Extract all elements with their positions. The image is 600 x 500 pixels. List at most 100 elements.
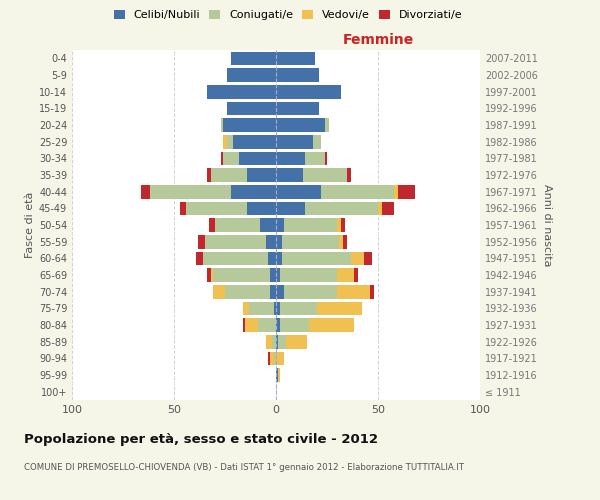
Bar: [284, 218, 337, 232]
Bar: [244, 302, 250, 315]
Bar: [276, 252, 282, 265]
Bar: [274, 352, 276, 365]
Bar: [276, 268, 280, 282]
Bar: [213, 285, 225, 298]
Bar: [209, 218, 215, 232]
Bar: [280, 302, 317, 315]
Bar: [347, 168, 352, 182]
Bar: [278, 335, 286, 348]
Bar: [223, 135, 227, 148]
Bar: [317, 302, 362, 315]
Bar: [247, 202, 276, 215]
Bar: [268, 252, 276, 265]
Bar: [257, 318, 276, 332]
Bar: [206, 85, 276, 98]
Legend: Celibi/Nubili, Coniugati/e, Vedovi/e, Divorziati/e: Celibi/Nubili, Coniugati/e, Vedovi/e, Di…: [109, 6, 467, 25]
Bar: [233, 135, 276, 148]
Y-axis label: Fasce di età: Fasce di età: [25, 192, 35, 258]
Bar: [213, 268, 270, 282]
Bar: [276, 235, 282, 248]
Bar: [211, 268, 213, 282]
Bar: [211, 168, 247, 182]
Bar: [278, 368, 280, 382]
Bar: [378, 202, 382, 215]
Bar: [341, 218, 346, 232]
Bar: [305, 152, 325, 165]
Bar: [276, 152, 305, 165]
Bar: [337, 218, 341, 232]
Bar: [276, 335, 278, 348]
Bar: [394, 185, 398, 198]
Bar: [382, 202, 394, 215]
Bar: [266, 335, 272, 348]
Text: Femmine: Femmine: [343, 32, 413, 46]
Bar: [276, 168, 302, 182]
Bar: [227, 102, 276, 115]
Bar: [286, 335, 307, 348]
Bar: [276, 118, 325, 132]
Bar: [280, 318, 308, 332]
Bar: [227, 68, 276, 82]
Bar: [276, 135, 313, 148]
Bar: [276, 68, 319, 82]
Bar: [199, 235, 205, 248]
Bar: [276, 285, 284, 298]
Bar: [276, 102, 319, 115]
Bar: [186, 202, 247, 215]
Bar: [205, 235, 266, 248]
Bar: [244, 318, 245, 332]
Bar: [196, 252, 203, 265]
Bar: [337, 285, 370, 298]
Bar: [337, 268, 353, 282]
Bar: [203, 252, 268, 265]
Bar: [353, 268, 358, 282]
Bar: [260, 218, 276, 232]
Bar: [245, 318, 257, 332]
Bar: [270, 268, 276, 282]
Bar: [221, 152, 223, 165]
Bar: [206, 168, 211, 182]
Bar: [280, 268, 337, 282]
Bar: [276, 185, 321, 198]
Bar: [250, 302, 274, 315]
Bar: [149, 185, 231, 198]
Bar: [272, 335, 276, 348]
Bar: [276, 368, 278, 382]
Bar: [227, 135, 233, 148]
Bar: [276, 302, 280, 315]
Bar: [276, 352, 284, 365]
Bar: [266, 235, 276, 248]
Bar: [223, 152, 239, 165]
Text: COMUNE DI PREMOSELLO-CHIOVENDA (VB) - Dati ISTAT 1° gennaio 2012 - Elaborazione : COMUNE DI PREMOSELLO-CHIOVENDA (VB) - Da…: [24, 462, 464, 471]
Bar: [276, 85, 341, 98]
Bar: [321, 185, 394, 198]
Bar: [221, 118, 223, 132]
Bar: [343, 235, 347, 248]
Bar: [325, 118, 329, 132]
Bar: [276, 318, 280, 332]
Bar: [142, 185, 149, 198]
Bar: [206, 268, 211, 282]
Bar: [276, 52, 315, 65]
Bar: [276, 202, 305, 215]
Bar: [247, 168, 276, 182]
Bar: [268, 352, 270, 365]
Bar: [223, 118, 276, 132]
Bar: [325, 152, 327, 165]
Bar: [364, 252, 372, 265]
Bar: [398, 185, 415, 198]
Bar: [225, 285, 270, 298]
Bar: [282, 235, 339, 248]
Bar: [284, 285, 337, 298]
Bar: [282, 252, 352, 265]
Bar: [276, 218, 284, 232]
Bar: [274, 302, 276, 315]
Bar: [352, 252, 364, 265]
Bar: [308, 318, 353, 332]
Text: Popolazione per età, sesso e stato civile - 2012: Popolazione per età, sesso e stato civil…: [24, 432, 378, 446]
Y-axis label: Anni di nascita: Anni di nascita: [542, 184, 551, 266]
Bar: [239, 152, 276, 165]
Bar: [339, 235, 343, 248]
Bar: [231, 185, 276, 198]
Bar: [313, 135, 321, 148]
